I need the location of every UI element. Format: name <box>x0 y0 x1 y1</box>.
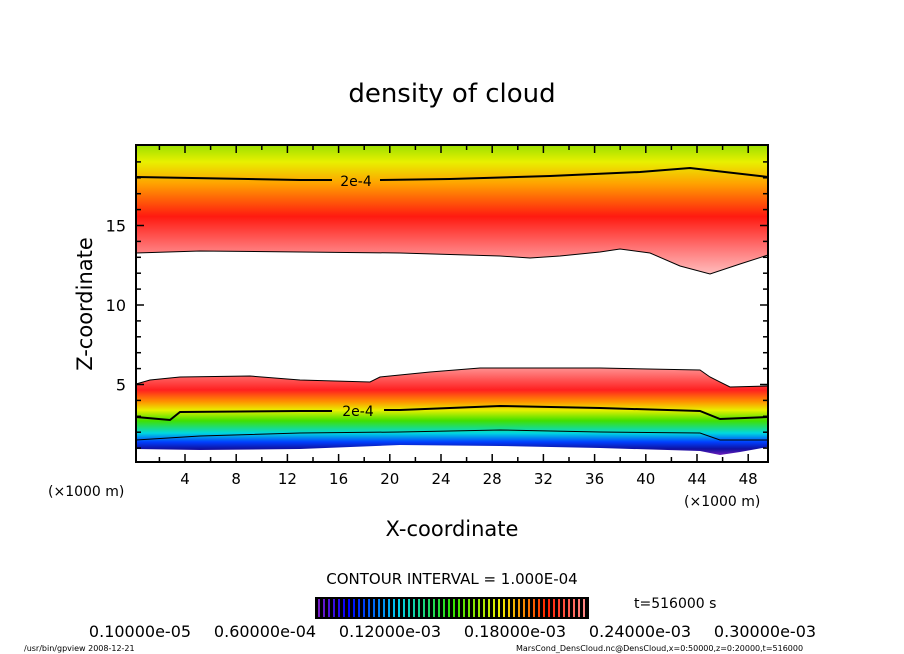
footer-right: MarsCond_DensCloud.nc@DensCloud,x=0:5000… <box>516 644 803 653</box>
x-unit-right: (×1000 m) <box>684 494 760 510</box>
x-tick-label: 24 <box>431 470 450 488</box>
contour-line-thin <box>135 429 768 441</box>
y-axis-ticks: 5 10 15 <box>106 161 768 449</box>
x-tick-label: 32 <box>534 470 553 488</box>
chart-title: density of cloud <box>348 79 555 109</box>
x-axis-ticks: 4 8 12 16 20 24 28 32 36 40 44 48 <box>158 145 758 488</box>
contour-line-upper <box>135 166 769 181</box>
y-tick-label: 10 <box>106 296 126 315</box>
x-tick-label: 4 <box>180 470 190 488</box>
upper-band-edge <box>135 248 769 275</box>
x-tick-label: 16 <box>329 470 348 488</box>
colorbar <box>315 597 589 619</box>
y-tick-label: 15 <box>106 217 126 236</box>
x-tick-label: 36 <box>585 470 604 488</box>
x-tick-label: 8 <box>231 470 241 488</box>
colorbar-label: 0.18000e-03 <box>464 622 566 641</box>
colorbar-label: 0.10000e-05 <box>89 622 191 641</box>
x-tick-label: 20 <box>380 470 399 488</box>
lower-band-edge <box>135 367 769 388</box>
y-axis-label: Z-coordinate <box>73 237 97 371</box>
x-tick-label: 44 <box>687 470 706 488</box>
x-tick-label: 48 <box>739 470 758 488</box>
x-unit-left: (×1000 m) <box>48 484 124 500</box>
contour-label-lower: 2e-4 <box>342 404 374 420</box>
colorbar-label: 0.30000e-03 <box>714 622 816 641</box>
x-tick-label: 40 <box>636 470 655 488</box>
footer-left: /usr/bin/gpview 2008-12-21 <box>24 644 135 653</box>
contour-label-upper: 2e-4 <box>340 174 372 190</box>
colorbar-label: 0.24000e-03 <box>589 622 691 641</box>
x-tick-label: 28 <box>483 470 502 488</box>
colorbar-label: 0.12000e-03 <box>339 622 441 641</box>
contour-interval: CONTOUR INTERVAL = 1.000E-04 <box>326 570 577 588</box>
colorbar-labels: 0.10000e-05 0.60000e-04 0.12000e-03 0.18000… <box>89 622 816 641</box>
x-axis-label: X-coordinate <box>386 517 519 541</box>
colorbar-label: 0.60000e-04 <box>214 622 316 641</box>
plot-area: 2e-4 2e-4 <box>135 144 769 463</box>
plot-frame <box>135 144 769 463</box>
x-tick-label: 12 <box>278 470 297 488</box>
upper-cloud-band <box>136 145 768 274</box>
contour-line-lower <box>135 404 769 422</box>
y-tick-label: 5 <box>116 376 126 395</box>
time-label: t=516000 s <box>634 596 716 612</box>
